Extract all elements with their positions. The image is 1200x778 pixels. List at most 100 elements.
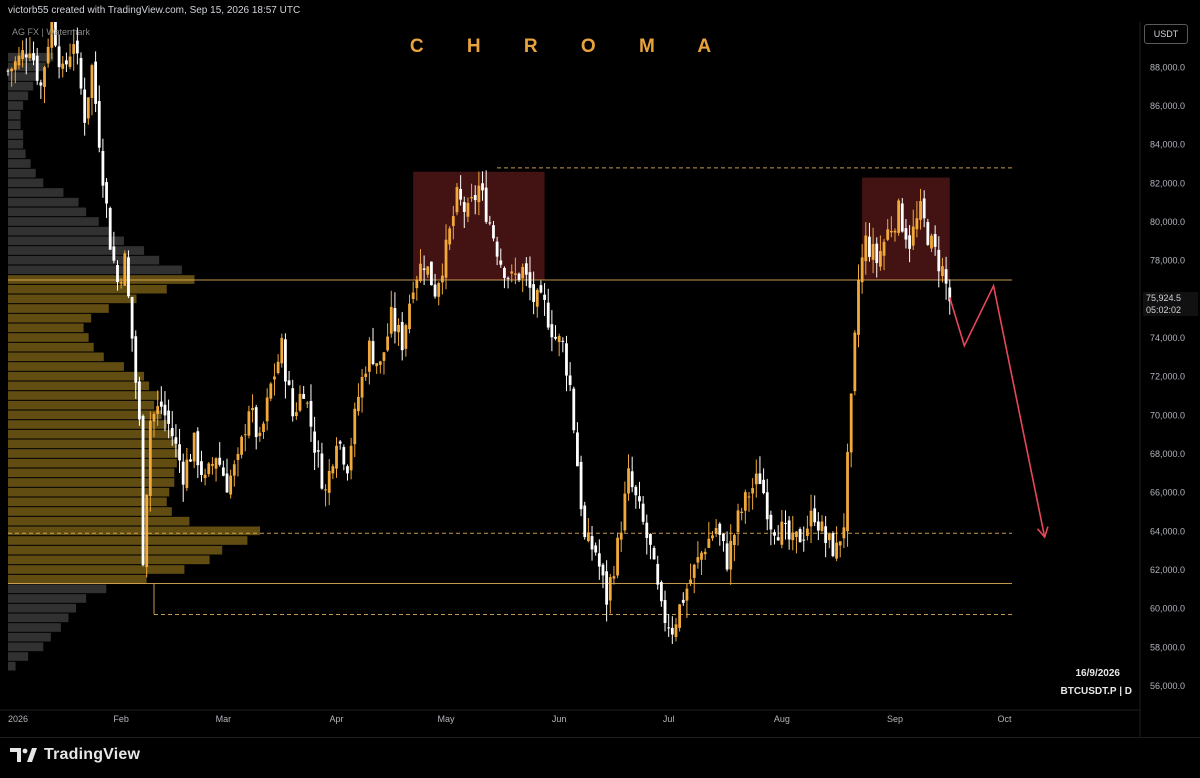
candle-body <box>54 22 57 46</box>
time-tick-label: May <box>438 714 456 724</box>
volume-profile-bar <box>8 159 31 168</box>
candle-body <box>696 557 700 563</box>
candle-body <box>736 510 740 532</box>
volume-profile-bar <box>8 410 162 420</box>
candle-body <box>28 53 32 58</box>
candle-body <box>287 380 291 385</box>
price-axis: 56,000.0 58,000.0 60,000.0 62,000.0 64,000.0… <box>1139 22 1200 737</box>
candle-body <box>908 235 911 249</box>
last-price-tag: 75,924.5 05:02:02 <box>1143 292 1198 316</box>
candle-body <box>324 489 327 491</box>
candle-body <box>700 552 703 560</box>
candle-body <box>298 393 302 411</box>
tradingview-logo[interactable]: TradingView <box>10 746 140 764</box>
candle-body <box>338 441 342 444</box>
caption-text: victorb55 created with TradingView.com, … <box>8 5 301 16</box>
candle-body <box>747 496 751 498</box>
candle-body <box>462 202 466 212</box>
time-tick-label: Jun <box>552 714 567 724</box>
volume-profile-bar <box>8 304 109 313</box>
volume-profile-bar <box>8 110 21 120</box>
candle-body <box>513 273 517 275</box>
candle-body <box>247 411 251 436</box>
candle-body <box>254 407 258 438</box>
volume-profile-bar <box>8 661 16 671</box>
candle-body <box>561 340 565 342</box>
candle-body <box>320 453 324 489</box>
candle-body <box>689 579 692 585</box>
volume-profile-bar <box>8 400 155 410</box>
candle-body <box>605 571 609 605</box>
candle-body <box>284 339 287 382</box>
price-tick-label: 68,000.0 <box>1150 449 1185 459</box>
candle-body <box>32 53 35 61</box>
candlestick-series <box>6 22 952 644</box>
candle-body <box>375 363 379 367</box>
candle-body <box>601 564 605 576</box>
candle-body <box>382 352 386 361</box>
tradingview-logo-text: TradingView <box>44 746 141 763</box>
candle-body <box>10 68 14 72</box>
candle-body <box>364 373 368 378</box>
time-tick-label: Sep <box>887 714 903 724</box>
candle-body <box>221 467 225 476</box>
candle-body <box>864 235 868 262</box>
volume-profile-bar <box>8 168 36 178</box>
candle-body <box>408 303 411 330</box>
volume-profile-bar <box>8 574 147 584</box>
candle-body <box>831 533 835 557</box>
time-tick-label: Jul <box>663 714 675 724</box>
candle-body <box>13 61 17 70</box>
candle-body <box>805 528 809 536</box>
candle-body <box>663 600 667 623</box>
candle-body <box>499 260 503 265</box>
candle-body <box>156 406 160 414</box>
currency-button[interactable]: USDT <box>1144 24 1188 44</box>
candle-body <box>404 325 408 349</box>
candle-body <box>798 529 802 543</box>
candle-body <box>842 527 846 539</box>
candle-body <box>565 343 568 376</box>
candle-body <box>349 445 353 471</box>
volume-profile-bar <box>8 545 223 555</box>
candle-body <box>305 402 309 404</box>
footer-bar: TradingView <box>0 737 1200 778</box>
candle-body <box>21 50 25 59</box>
candle-body <box>313 431 317 453</box>
candle-body <box>535 289 539 307</box>
volume-profile-bar <box>8 652 29 661</box>
candle-body <box>466 202 470 217</box>
candle-body <box>229 475 233 495</box>
candle-body <box>46 46 50 64</box>
candle-body <box>922 198 926 219</box>
price-tick-label: 70,000.0 <box>1150 410 1185 420</box>
volume-profile-bar <box>8 594 87 603</box>
candle-body <box>911 226 915 246</box>
price-tick-label: 64,000.0 <box>1150 526 1185 536</box>
candle-body <box>327 470 331 493</box>
candle-body <box>236 453 240 460</box>
candle-body <box>6 70 10 72</box>
candle-body <box>857 279 860 335</box>
candle-body <box>893 230 897 233</box>
price-tick-label: 58,000.0 <box>1150 642 1185 652</box>
candle-body <box>422 268 426 270</box>
candle-body <box>824 526 828 544</box>
volume-profile-bar <box>8 526 260 536</box>
candle-body <box>207 463 211 475</box>
candle-body <box>528 272 532 288</box>
candle-body <box>211 464 214 466</box>
candle-body <box>722 533 725 542</box>
candle-body <box>181 461 185 485</box>
price-tick-label: 72,000.0 <box>1150 372 1185 382</box>
price-tick-label: 66,000.0 <box>1150 488 1185 498</box>
price-chart[interactable]: 56,000.0 58,000.0 60,000.0 62,000.0 64,000.0… <box>0 22 1200 737</box>
candle-body <box>367 340 371 372</box>
candle-body <box>809 510 813 527</box>
candle-body <box>477 185 481 203</box>
volume-profile-bar <box>8 284 167 294</box>
candle-body <box>674 624 678 637</box>
candle-body <box>495 241 499 257</box>
candle-body <box>900 203 904 232</box>
candle-body <box>101 150 105 186</box>
